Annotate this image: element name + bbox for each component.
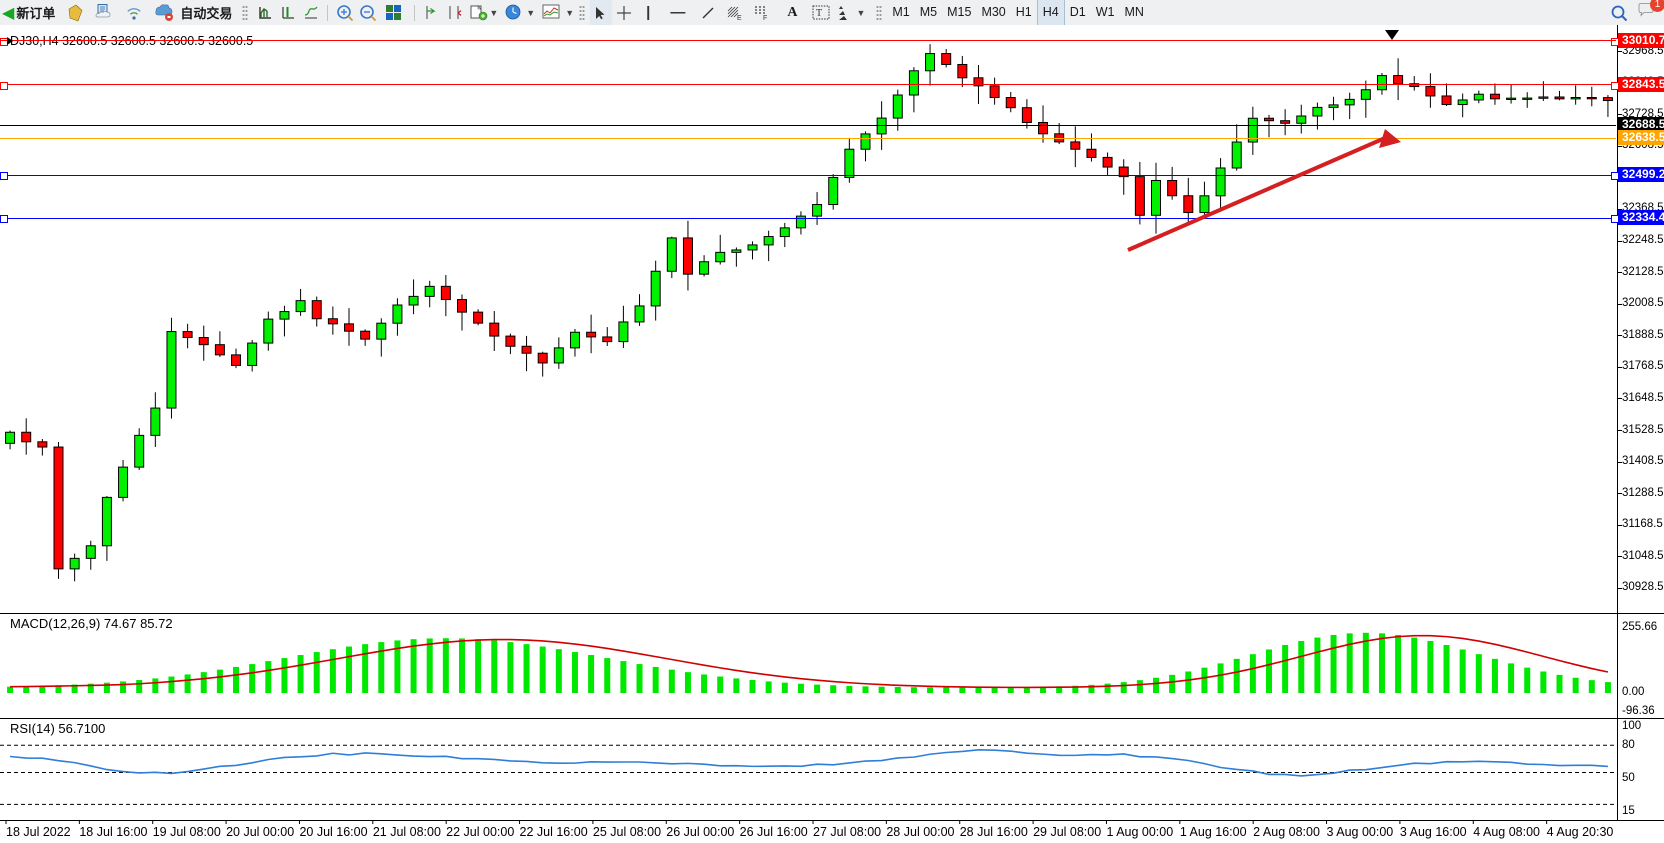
- svg-text:25 Jul 08:00: 25 Jul 08:00: [593, 825, 661, 839]
- svg-text:F: F: [763, 15, 767, 21]
- svg-text:18 Jul 16:00: 18 Jul 16:00: [79, 825, 147, 839]
- svg-text:19 Jul 08:00: 19 Jul 08:00: [153, 825, 221, 839]
- svg-text:4 Aug 20:30: 4 Aug 20:30: [1547, 825, 1614, 839]
- svg-text:26 Jul 00:00: 26 Jul 00:00: [666, 825, 734, 839]
- svg-text:29 Jul 08:00: 29 Jul 08:00: [1033, 825, 1101, 839]
- svg-text:2 Aug 08:00: 2 Aug 08:00: [1253, 825, 1320, 839]
- svg-text:20 Jul 00:00: 20 Jul 00:00: [226, 825, 294, 839]
- svg-text:22 Jul 00:00: 22 Jul 00:00: [446, 825, 514, 839]
- svg-text:28 Jul 16:00: 28 Jul 16:00: [960, 825, 1028, 839]
- svg-text:1 Aug 16:00: 1 Aug 16:00: [1180, 825, 1247, 839]
- svg-text:1 Aug 00:00: 1 Aug 00:00: [1106, 825, 1173, 839]
- svg-text:28 Jul 00:00: 28 Jul 00:00: [886, 825, 954, 839]
- svg-text:22 Jul 16:00: 22 Jul 16:00: [520, 825, 588, 839]
- svg-text:T: T: [816, 8, 822, 19]
- svg-text:3 Aug 16:00: 3 Aug 16:00: [1400, 825, 1467, 839]
- svg-text:3 Aug 00:00: 3 Aug 00:00: [1327, 825, 1394, 839]
- svg-text:26 Jul 16:00: 26 Jul 16:00: [740, 825, 808, 839]
- svg-text:21 Jul 08:00: 21 Jul 08:00: [373, 825, 441, 839]
- svg-text:18 Jul 2022: 18 Jul 2022: [6, 825, 71, 839]
- svg-text:4 Aug 08:00: 4 Aug 08:00: [1473, 825, 1540, 839]
- svg-text:E: E: [737, 15, 742, 21]
- svg-text:27 Jul 08:00: 27 Jul 08:00: [813, 825, 881, 839]
- svg-text:20 Jul 16:00: 20 Jul 16:00: [299, 825, 367, 839]
